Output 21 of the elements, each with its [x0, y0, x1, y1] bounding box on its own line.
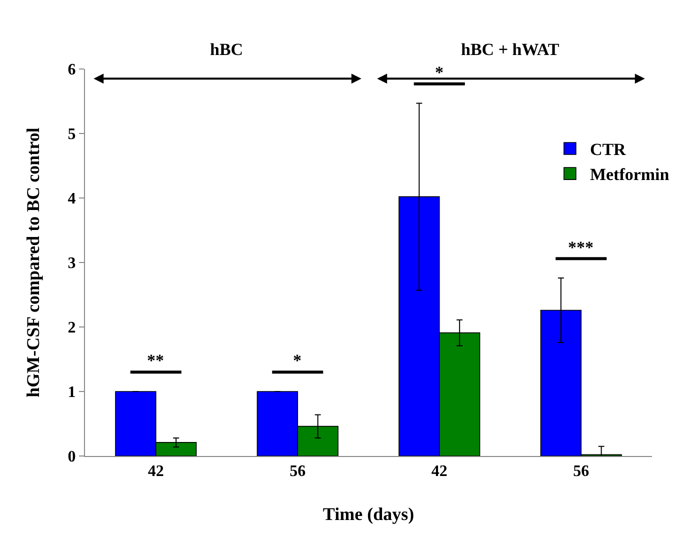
legend-label: Metformin — [590, 165, 670, 184]
annotation: * — [293, 351, 302, 370]
y-axis-title: hGM-CSF compared to BC control — [23, 128, 43, 398]
x-tick-label: 56 — [290, 463, 306, 480]
x-tick-label: 42 — [431, 463, 448, 480]
x-axis-title: Time (days) — [322, 504, 414, 524]
y-tick-label: 2 — [68, 320, 76, 337]
y-tick-label: 0 — [68, 448, 76, 466]
y-tick-label: 6 — [68, 62, 76, 79]
x-tick-label: 56 — [573, 463, 590, 480]
y-tick-label: 3 — [68, 255, 76, 272]
x-tick-label: 42 — [148, 463, 164, 480]
annotation: ** — [147, 351, 164, 370]
text: hBC + hWAT — [461, 40, 560, 59]
text: hBC — [210, 40, 244, 59]
y-tick-label: 1 — [68, 384, 76, 402]
legend-label: CTR — [590, 140, 627, 160]
y-tick-label: 5 — [68, 126, 76, 144]
annotation: *** — [568, 238, 594, 257]
y-tick-label: 4 — [68, 190, 76, 208]
annotation: * — [435, 63, 444, 82]
